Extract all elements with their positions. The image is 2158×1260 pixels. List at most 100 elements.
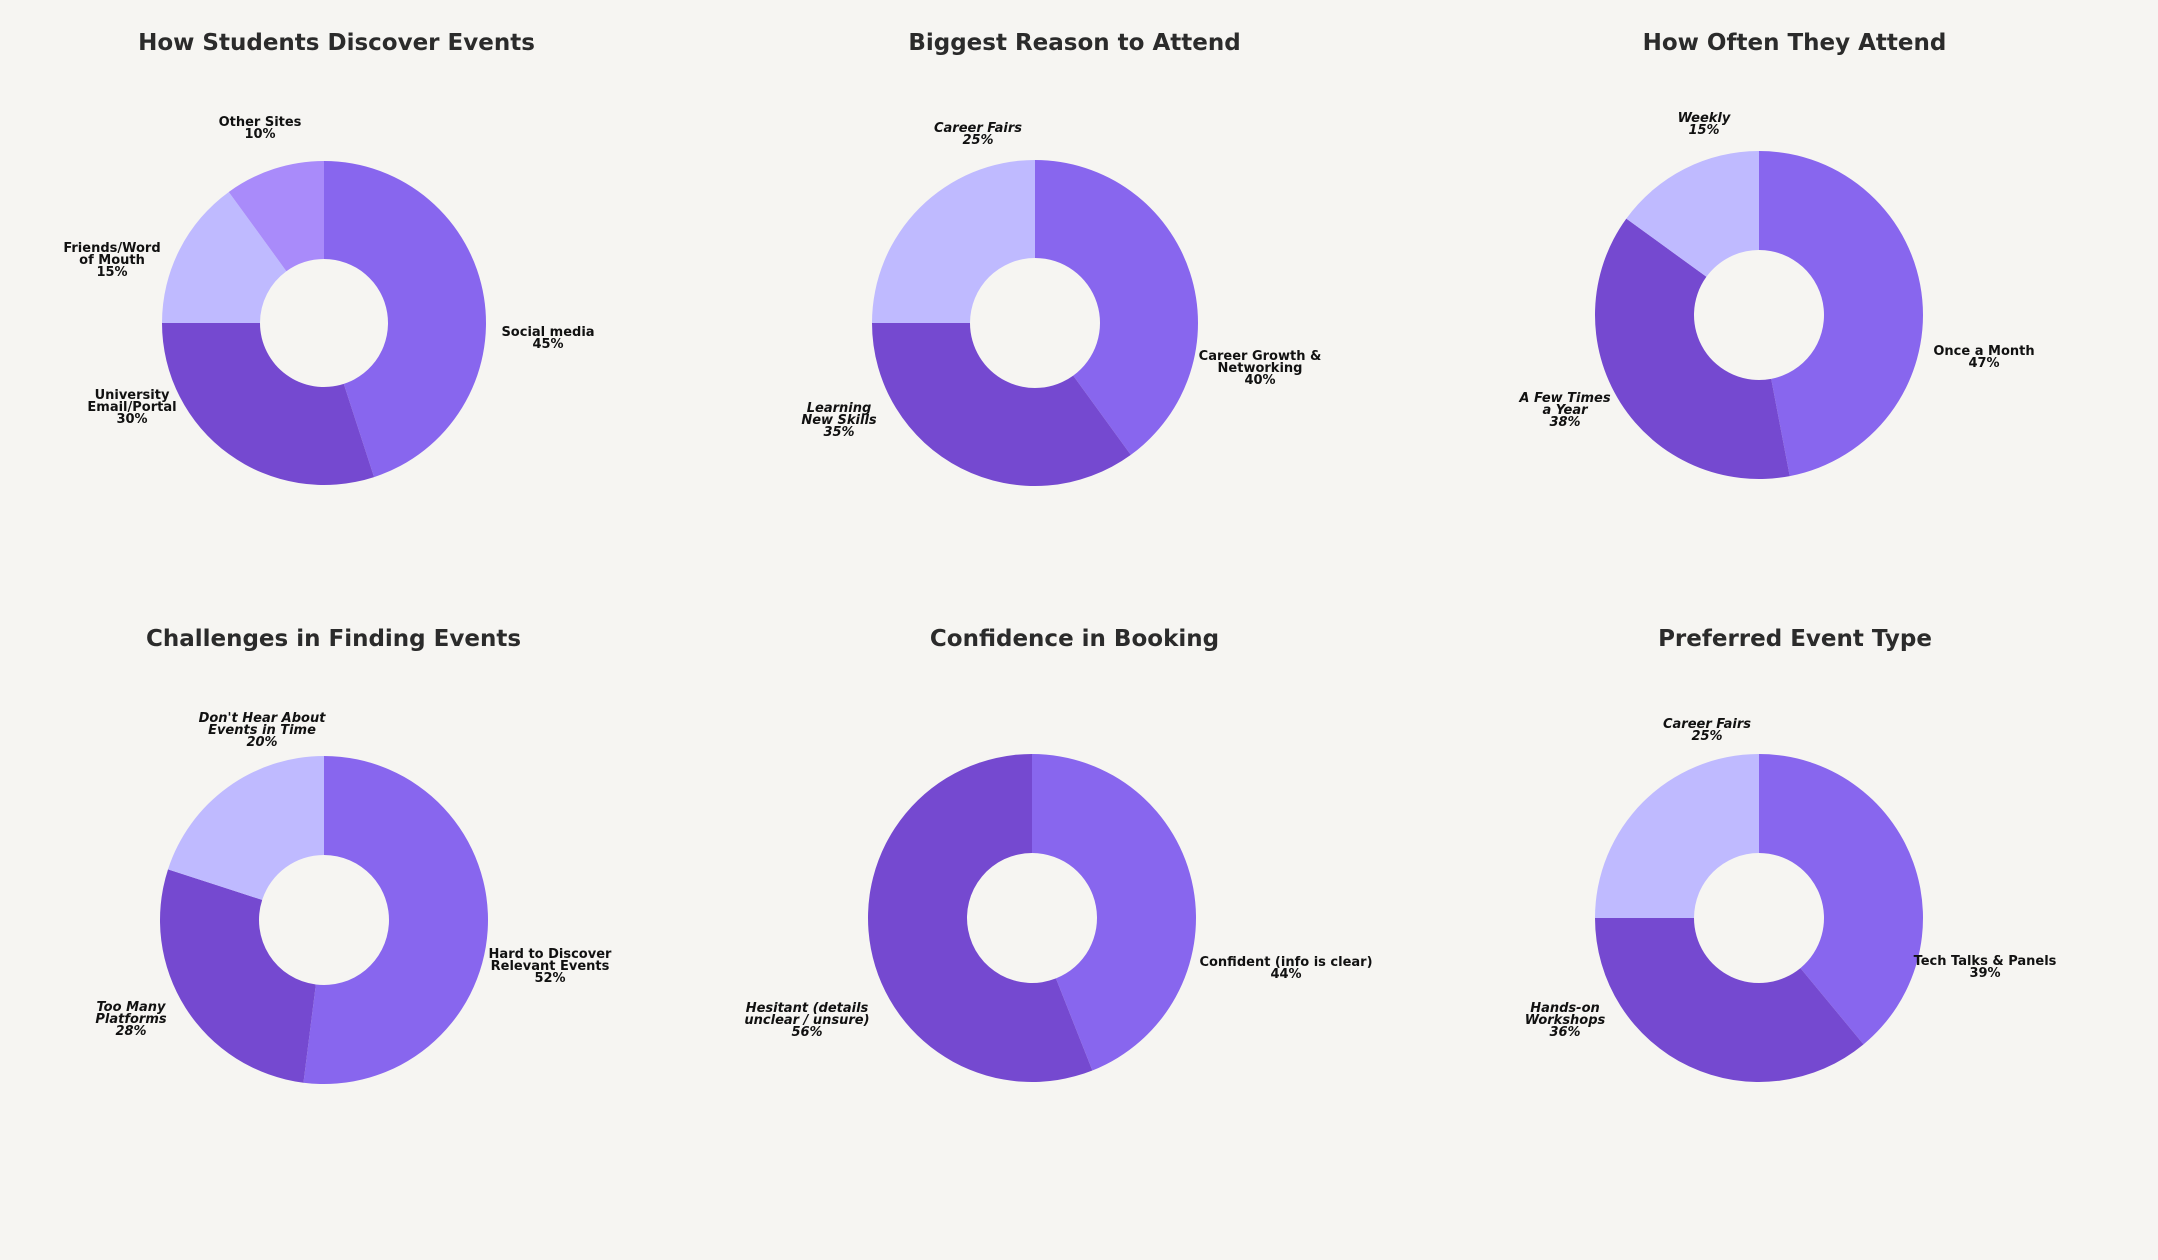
chart-title: Challenges in Finding Events xyxy=(145,626,522,652)
slice-label-line: of Mouth xyxy=(79,253,145,268)
slice-percent: 35% xyxy=(823,425,854,440)
slice-label-line: Career Fairs xyxy=(1663,717,1751,732)
slice-percent: 47% xyxy=(1968,356,1999,371)
slice-label-too-many-platforms: Too Many Platforms 28% xyxy=(95,1000,167,1039)
slice-label-line: Friends/Word xyxy=(63,241,160,256)
slice-label-line: New Skills xyxy=(801,413,877,428)
donut-slice-career-fairs xyxy=(1595,754,1759,918)
slice-percent: 20% xyxy=(246,735,277,750)
slice-label-line: Hands-on xyxy=(1530,1001,1600,1016)
slice-percent: 52% xyxy=(534,971,565,986)
chart-panel: How Often They Attend Once a Month 47% A F… xyxy=(1438,0,2157,594)
slice-label-line: Too Many xyxy=(96,1000,166,1015)
donut-slice-social-media xyxy=(324,161,487,478)
slice-label-tech-talks-panels: Tech Talks & Panels 39% xyxy=(1914,954,2057,981)
chart-title: Preferred Event Type xyxy=(1658,626,1932,652)
donut-slice-hard-to-discover-relevant-events xyxy=(303,756,489,1084)
slice-label-line: Events in Time xyxy=(208,723,316,738)
donut-chart: Tech Talks & Panels 39%Hands-on Workshops 3… xyxy=(1525,717,2057,1082)
chart-title: How Students Discover Events xyxy=(138,30,535,56)
chart-title: Biggest Reason to Attend xyxy=(908,30,1241,56)
slice-label-learning-new-skills: Learning New Skills 35% xyxy=(801,401,877,440)
donut-slice-learning-new-skills xyxy=(872,323,1131,486)
slice-label-line: Once a Month xyxy=(1933,344,2034,359)
donut-slice-university-email-portal xyxy=(162,323,375,486)
donut-chart: Hard to Discover Relevant Events 52% Too Ma… xyxy=(95,711,612,1084)
chart-title: Confidence in Booking xyxy=(929,626,1220,652)
donut-slice-weekly xyxy=(1626,151,1759,277)
slice-percent: 25% xyxy=(1691,729,1722,744)
slice-label-line: unclear / unsure) xyxy=(744,1013,869,1028)
donut-slice-hands-on-workshops xyxy=(1595,918,1864,1082)
donut-slice-hesitant-details-unclear-unsure xyxy=(868,754,1093,1082)
slice-label-weekly: Weekly 15% xyxy=(1678,111,1731,138)
slice-label-line: Relevant Events xyxy=(491,959,610,974)
slice-label-line: Learning xyxy=(807,401,872,416)
slice-label-hard-to-discover-relevant-events: Hard to Discover Relevant Events 52% xyxy=(489,947,612,986)
donut-slice-other-sites xyxy=(228,161,324,272)
donut-slice-tech-talks-panels xyxy=(1759,754,1923,1045)
slice-percent: 25% xyxy=(962,133,993,148)
slice-label-line: Confident (info is clear) xyxy=(1199,955,1372,970)
slice-percent: 56% xyxy=(791,1025,822,1040)
donut-slice-career-fairs xyxy=(872,160,1035,323)
slice-label-hands-on-workshops: Hands-on Workshops 36% xyxy=(1525,1001,1606,1040)
slice-label-line: Career Fairs xyxy=(934,121,1022,136)
slice-percent: 45% xyxy=(532,337,563,352)
slice-percent: 40% xyxy=(1244,373,1275,388)
slice-label-line: Hesitant (details xyxy=(746,1001,869,1016)
chart-panel: Preferred Event Type Tech Talks & Panels… xyxy=(1438,594,2157,1188)
chart-title: How Often They Attend xyxy=(1642,30,1947,56)
slice-percent: 10% xyxy=(244,127,275,142)
slice-label-line: Other Sites xyxy=(219,115,302,130)
donut-slice-a-few-times-a-year xyxy=(1595,218,1790,480)
slice-label-confident-info-is-clear: Confident (info is clear) 44% xyxy=(1199,955,1372,982)
donut-slice-once-a-month xyxy=(1759,151,1923,477)
donut-slice-friends-word-of-mouth xyxy=(162,191,287,323)
slice-percent: 30% xyxy=(116,412,147,427)
slice-label-career-growth-networking: Career Growth & Networking 40% xyxy=(1199,349,1322,388)
slice-percent: 28% xyxy=(115,1024,146,1039)
slice-label-line: Email/Portal xyxy=(87,400,176,415)
slice-label-social-media: Social media 45% xyxy=(501,325,594,352)
slice-percent: 15% xyxy=(1688,123,1719,138)
slice-label-hesitant-details-unclear-unsure: Hesitant (details unclear / unsure) 56% xyxy=(744,1001,869,1040)
slice-percent: 36% xyxy=(1549,1025,1580,1040)
donut-slice-confident-info-is-clear xyxy=(1032,754,1196,1071)
donut-chart: Once a Month 47% A Few Times a Year 38% Weekl… xyxy=(1518,111,2035,480)
slice-label-line: Networking xyxy=(1218,361,1303,376)
slice-percent: 39% xyxy=(1969,966,2000,981)
chart-panel: Challenges in Finding Events Hard to Dis… xyxy=(0,594,719,1188)
slice-label-other-sites: Other Sites 10% xyxy=(219,115,302,142)
slice-label-line: Platforms xyxy=(95,1012,167,1027)
slice-label-line: Workshops xyxy=(1525,1013,1606,1028)
slice-label-line: A Few Times xyxy=(1518,391,1610,406)
slice-label-career-fairs: Career Fairs 25% xyxy=(934,121,1022,148)
donut-slice-don-t-hear-about-events-in-time xyxy=(168,756,324,900)
slice-label-don-t-hear-about-events-in-time: Don't Hear About Events in Time 20% xyxy=(199,711,327,750)
slice-label-line: Don't Hear About xyxy=(199,711,327,726)
donut-chart: Confident (info is clear) 44% Hesitant (de… xyxy=(744,754,1373,1082)
chart-panel: How Students Discover Events Social medi… xyxy=(0,0,719,594)
donut-chart: Social media 45% University Email/Portal 30%… xyxy=(63,115,595,486)
donut-chart: Career Growth & Networking 40% Learning New … xyxy=(801,121,1322,486)
slice-label-friends-word-of-mouth: Friends/Word of Mouth 15% xyxy=(63,241,160,280)
slice-label-line: Career Growth & xyxy=(1199,349,1322,364)
donut-slice-too-many-platforms xyxy=(159,869,316,1083)
slice-label-line: Weekly xyxy=(1678,111,1731,126)
chart-panel: Biggest Reason to Attend Career Growth &… xyxy=(719,0,1438,594)
chart-panel: Confidence in Booking Confident (info is… xyxy=(719,594,1438,1188)
slice-label-line: Hard to Discover xyxy=(489,947,612,962)
donut-slice-career-growth-networking xyxy=(1035,160,1198,455)
slice-label-career-fairs: Career Fairs 25% xyxy=(1663,717,1751,744)
slice-label-line: University xyxy=(95,388,170,403)
slice-label-once-a-month: Once a Month 47% xyxy=(1933,344,2034,371)
slice-label-university-email-portal: University Email/Portal 30% xyxy=(87,388,176,427)
slice-label-line: a Year xyxy=(1542,403,1589,418)
slice-label-line: Social media xyxy=(501,325,594,340)
slice-label-a-few-times-a-year: A Few Times a Year 38% xyxy=(1518,391,1610,430)
slice-label-line: Tech Talks & Panels xyxy=(1914,954,2057,969)
slice-percent: 15% xyxy=(96,265,127,280)
slice-percent: 44% xyxy=(1270,967,1301,982)
slice-percent: 38% xyxy=(1549,415,1580,430)
